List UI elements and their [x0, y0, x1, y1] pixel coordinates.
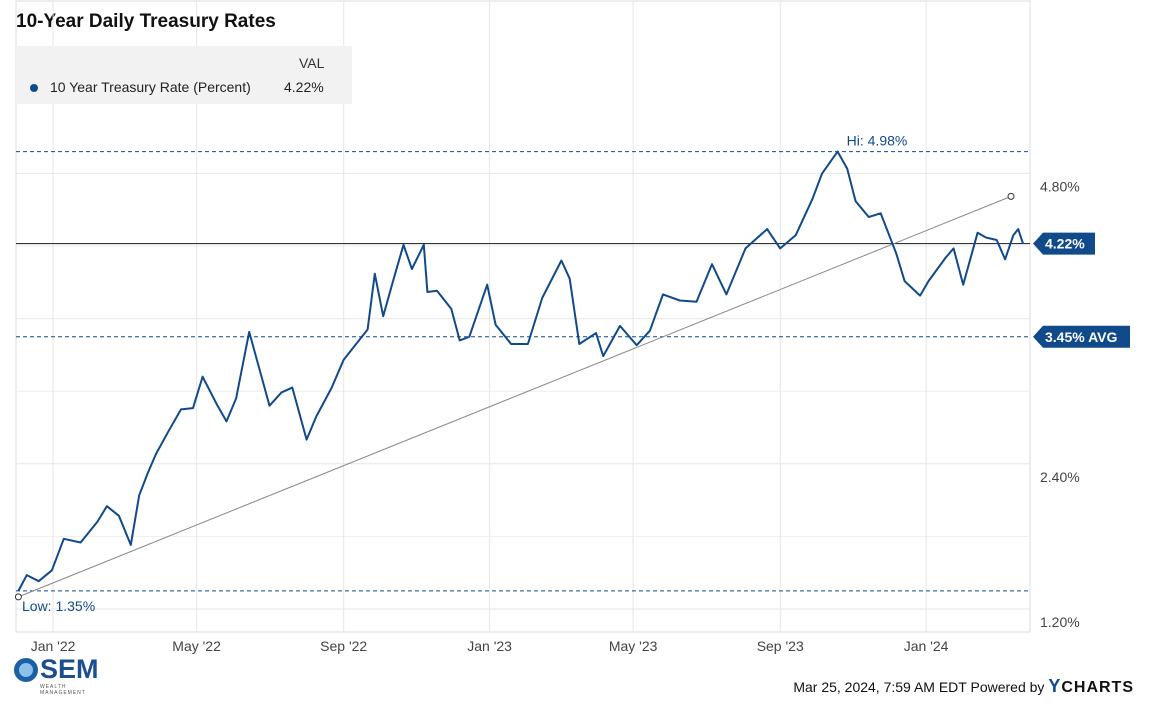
legend-series-value: 4.22% [284, 79, 324, 95]
y-tick-label: 2.40% [1040, 469, 1080, 485]
x-tick-label: May '23 [609, 638, 658, 654]
y-tick-label: 1.20% [1040, 614, 1080, 630]
avg-badge [1033, 325, 1130, 348]
chart-title: 10-Year Daily Treasury Rates [16, 11, 276, 32]
trend-start-marker [14, 593, 22, 601]
plot-frame [15, 0, 1031, 633]
hi-label: Hi: 4.98% [847, 133, 908, 149]
footer-timestamp: Mar 25, 2024, 7:59 AM EDT Powered by [793, 679, 1045, 695]
x-tick-label: Jan '23 [467, 638, 512, 654]
footer: Mar 25, 2024, 7:59 AM EDT Powered by YCH… [793, 676, 1134, 697]
current-badge-label: 4.22% [1045, 236, 1085, 252]
legend: VAL 10 Year Treasury Rate (Percent) 4.22… [16, 46, 352, 104]
reference-badges: Hi: 4.98% Low: 1.35% 3.45% AVG 4.22% [22, 133, 1130, 614]
ycharts-rest: CHARTS [1061, 679, 1134, 696]
series-line-10-year-rate [17, 150, 1024, 592]
trend-line [18, 195, 1012, 598]
low-label: Low: 1.35% [22, 598, 95, 614]
x-tick-label: Jan '22 [31, 638, 76, 654]
sem-logo: SEM WEALTH MANAGEMENT [14, 654, 114, 696]
x-tick-label: May '22 [172, 638, 221, 654]
grid-lines [15, 0, 1031, 633]
ycharts-logo: YCHARTS [1048, 676, 1134, 696]
logo-subtext: WEALTH MANAGEMENT [40, 684, 86, 696]
reference-lines [16, 151, 1030, 592]
current-badge [1033, 232, 1095, 255]
sem-logo-icon [14, 658, 38, 682]
legend-dot-icon [30, 84, 38, 92]
x-tick-label: Sep '22 [320, 638, 367, 654]
x-tick-label: Jan '24 [904, 638, 949, 654]
avg-badge-label: 3.45% AVG [1045, 329, 1117, 345]
x-grid-lines [52, 1, 927, 632]
ycharts-y: Y [1048, 676, 1062, 696]
trend-end-marker [1007, 192, 1015, 200]
x-tick-labels: Jan '22 May '22 Sep '22 Jan '23 May '23 Sep '… [31, 638, 949, 654]
x-tick-label: Sep '23 [757, 638, 804, 654]
y-tick-label: 4.80% [1040, 178, 1080, 194]
legend-series-name: 10 Year Treasury Rate (Percent) [50, 79, 251, 95]
legend-header: VAL [299, 55, 325, 71]
logo-word: SEM [40, 654, 99, 684]
